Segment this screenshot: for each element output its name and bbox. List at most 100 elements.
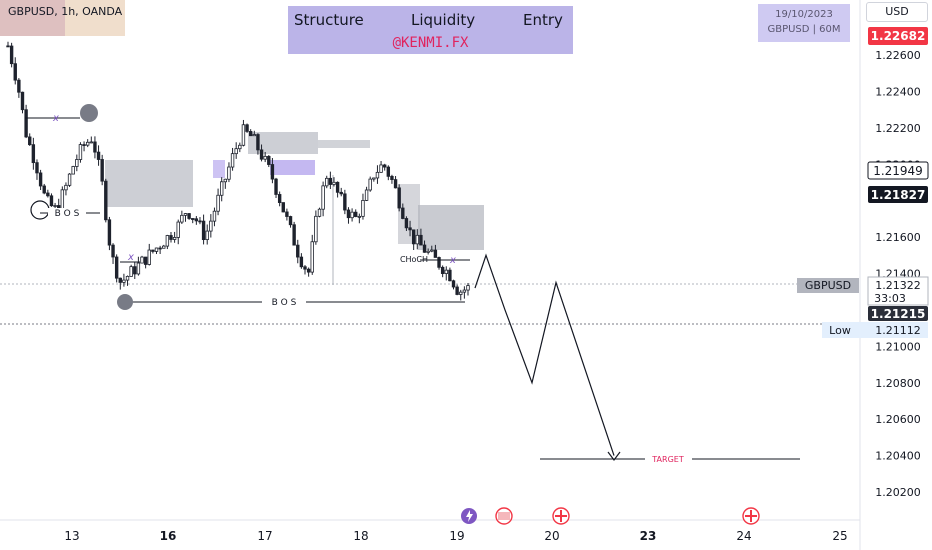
candle-body bbox=[125, 275, 130, 281]
y-tick-label: 1.20800 bbox=[875, 377, 921, 390]
candle-body bbox=[372, 177, 376, 180]
candle-body bbox=[67, 173, 72, 186]
candle-body bbox=[411, 229, 416, 245]
current-price-value: 1.21322 bbox=[875, 279, 921, 292]
candle-body bbox=[426, 250, 430, 253]
candle-body bbox=[136, 262, 141, 275]
candle-body bbox=[220, 181, 224, 196]
liquidity-x-marker-mid: x bbox=[127, 252, 134, 263]
candle-body bbox=[17, 79, 21, 93]
watermark-label: @KENMI.FX bbox=[392, 35, 469, 51]
candle-body bbox=[60, 189, 65, 209]
x-tick-label: 16 bbox=[160, 529, 177, 543]
candle-body bbox=[151, 249, 155, 252]
candle-body bbox=[71, 166, 75, 175]
bos-label-bg-lower bbox=[262, 297, 306, 307]
candle-body bbox=[408, 227, 412, 231]
candle-body bbox=[212, 210, 217, 222]
candle-body bbox=[401, 207, 405, 219]
candle-body bbox=[158, 247, 162, 250]
projection-path bbox=[474, 253, 615, 456]
candle-body bbox=[93, 141, 97, 153]
candle-body bbox=[35, 162, 39, 174]
candle-body bbox=[198, 220, 202, 223]
candle-body bbox=[183, 213, 188, 216]
candle-body bbox=[241, 124, 246, 146]
candle-body bbox=[404, 218, 409, 229]
candle-body bbox=[259, 149, 264, 160]
candle-body bbox=[422, 244, 427, 253]
x-tick-label: 24 bbox=[736, 529, 751, 543]
current-price-badge bbox=[867, 276, 929, 306]
candle-body bbox=[172, 237, 177, 240]
x-tick-label: 20 bbox=[544, 529, 559, 543]
y-tick-label: 1.21000 bbox=[875, 340, 921, 353]
candle-body bbox=[223, 178, 228, 183]
candle-body bbox=[325, 177, 329, 187]
price-axis[interactable]: 1.202001.204001.206001.208001.210001.214… bbox=[875, 49, 921, 499]
top-left-zone-orange bbox=[65, 0, 125, 36]
candle-body bbox=[285, 211, 289, 217]
candle-body bbox=[350, 211, 354, 219]
fvg-zone-purple-small bbox=[213, 160, 225, 178]
candle-body bbox=[379, 164, 383, 173]
candle-body bbox=[375, 171, 380, 179]
candle-body bbox=[227, 166, 231, 180]
candle-body bbox=[75, 159, 79, 167]
candle-body bbox=[238, 144, 242, 150]
candle-body bbox=[270, 164, 275, 180]
y-tick-label: 1.22400 bbox=[875, 85, 921, 98]
candle-body bbox=[296, 244, 300, 258]
us-flag-glyph-icon bbox=[498, 512, 510, 520]
candle-body bbox=[292, 224, 296, 246]
candle-body bbox=[89, 141, 94, 144]
candle-body bbox=[448, 269, 452, 282]
candle-body bbox=[361, 200, 365, 217]
low-value: 1.21112 bbox=[875, 324, 921, 337]
candle-body bbox=[209, 220, 213, 232]
symbol-tag-label: GBPUSD bbox=[805, 279, 851, 292]
candle-body bbox=[162, 245, 166, 249]
candle-body bbox=[147, 249, 151, 265]
candle-body bbox=[466, 285, 470, 291]
candle-body bbox=[107, 219, 112, 246]
flash-glyph-icon bbox=[466, 510, 473, 522]
candle-body bbox=[154, 247, 159, 252]
candle-body bbox=[248, 131, 253, 137]
date-box: 19/10/2023 GBPUSD | 60M bbox=[758, 4, 850, 42]
bos-label-lower: B O S bbox=[272, 298, 297, 308]
candle-body bbox=[104, 180, 108, 221]
x-tick-label: 19 bbox=[449, 529, 464, 543]
y-tick-label: 1.21600 bbox=[875, 231, 921, 244]
currency-selector[interactable]: USD bbox=[866, 2, 928, 22]
symbol-label: GBPUSD, 1h, OANDA bbox=[8, 5, 123, 18]
candle-body bbox=[430, 249, 434, 252]
candle-body bbox=[328, 177, 333, 185]
candle-body bbox=[462, 289, 467, 293]
candle-body bbox=[31, 144, 36, 164]
candle-body bbox=[368, 178, 372, 191]
y-tick-label: 1.20400 bbox=[875, 450, 921, 463]
candle-body bbox=[100, 159, 104, 182]
symbol-tag-badge bbox=[797, 278, 859, 293]
candle-body bbox=[42, 185, 46, 194]
candle-body bbox=[354, 211, 358, 217]
candle-body bbox=[433, 249, 438, 258]
candle-body bbox=[306, 268, 311, 273]
candle-body bbox=[20, 91, 25, 111]
candle-body bbox=[6, 45, 10, 48]
title-item-entry: Entry bbox=[523, 11, 563, 29]
time-axis[interactable]: 13 16 17 18 19 20 23 24 25 bbox=[64, 529, 847, 543]
x-tick-label: 13 bbox=[64, 529, 79, 543]
candle-body bbox=[444, 269, 448, 274]
candle-body bbox=[187, 213, 191, 219]
candle-body bbox=[267, 155, 271, 165]
candle-body bbox=[118, 277, 122, 283]
candle-body bbox=[455, 286, 459, 295]
candle-body bbox=[49, 195, 54, 207]
supply-zone-entry bbox=[418, 205, 484, 250]
candle-body bbox=[382, 164, 387, 168]
top-left-zone-red bbox=[0, 0, 65, 36]
bos-label-upper: B O S bbox=[55, 209, 80, 219]
